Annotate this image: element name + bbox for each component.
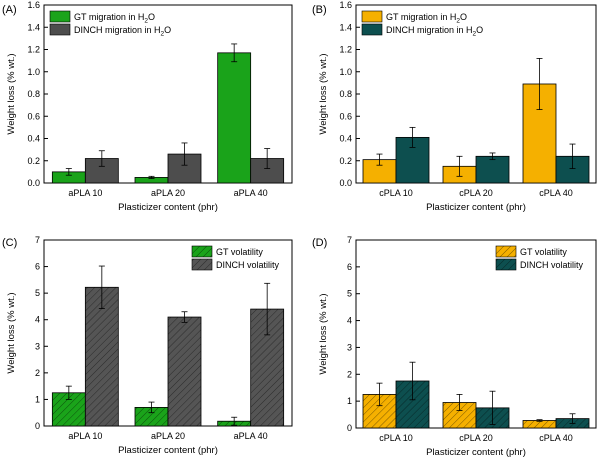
bar-dinch bbox=[167, 316, 202, 427]
panel-label: (D) bbox=[312, 237, 327, 249]
x-tick-label: cPLA 10 bbox=[379, 188, 413, 198]
y-tick-label: 7 bbox=[35, 235, 40, 245]
x-tick-label: cPLA 40 bbox=[539, 188, 573, 198]
legend: GT volatility DINCH volatility bbox=[191, 245, 280, 271]
legend-swatch bbox=[495, 245, 517, 258]
y-axis-title: Weight loss (% wt.) bbox=[6, 53, 17, 134]
y-tick-label: 1.2 bbox=[339, 45, 352, 55]
y-tick-label: 1.6 bbox=[27, 0, 40, 10]
y-tick-label: 1.0 bbox=[339, 67, 352, 77]
x-axis-title: Plasticizer content (phr) bbox=[118, 445, 218, 456]
legend-swatch bbox=[49, 10, 71, 23]
chart-panel-3: (D) 0 1 2 3 4 5 6 7 Weight loss (% wt.) cPLA 10 cPL… bbox=[312, 235, 597, 458]
y-tick-label: 0.4 bbox=[27, 134, 40, 144]
y-tick-label: 0.6 bbox=[339, 111, 352, 121]
legend-label: GT migration in H2O bbox=[386, 12, 467, 25]
x-axis-title: Plasticizer content (phr) bbox=[426, 202, 526, 213]
legend-swatch bbox=[361, 23, 383, 36]
y-tick-label: 3 bbox=[347, 342, 352, 352]
legend-label: DINCH volatility bbox=[520, 260, 584, 270]
y-tick-label: 1.0 bbox=[27, 67, 40, 77]
x-tick-label: aPLA 20 bbox=[151, 188, 185, 198]
y-tick-label: 1.2 bbox=[27, 45, 40, 55]
y-tick-label: 4 bbox=[347, 316, 352, 326]
legend-swatch bbox=[49, 23, 71, 36]
y-tick-label: 5 bbox=[347, 289, 352, 299]
x-tick-label: aPLA 20 bbox=[151, 431, 185, 441]
panel-label: (B) bbox=[312, 4, 327, 16]
bar-dinch bbox=[475, 155, 510, 184]
chart-panel-1: (B) 0.0 0.2 0.4 0.6 0.8 1.0 1.2 1.4 1.6 Weight los… bbox=[312, 0, 597, 213]
x-tick-label: cPLA 20 bbox=[459, 188, 493, 198]
y-tick-label: 0 bbox=[35, 421, 40, 431]
y-tick-label: 0.4 bbox=[339, 134, 352, 144]
y-tick-label: 6 bbox=[35, 262, 40, 272]
chart-panel-0: (A) 0.0 0.2 0.4 0.6 0.8 1.0 1.2 1.4 1.6 Weight los… bbox=[2, 0, 293, 213]
y-tick-label: 0.2 bbox=[27, 156, 40, 166]
y-axis-title: Weight loss (% wt.) bbox=[318, 53, 329, 134]
y-tick-label: 3 bbox=[35, 341, 40, 351]
legend-swatch bbox=[191, 245, 213, 258]
x-tick-label: aPLA 40 bbox=[234, 188, 268, 198]
x-tick-label: cPLA 20 bbox=[459, 433, 493, 443]
x-tick-label: aPLA 10 bbox=[68, 431, 102, 441]
legend-label: GT volatility bbox=[520, 247, 567, 257]
y-tick-label: 1 bbox=[35, 394, 40, 404]
bar-gt bbox=[217, 52, 252, 184]
y-tick-label: 1.6 bbox=[339, 0, 352, 10]
legend-label: GT migration in H2O bbox=[74, 12, 155, 25]
chart-panel-2: (C) 0 1 2 3 4 5 6 7 Weight loss (% wt.) aPLA 10 aPL… bbox=[2, 235, 293, 456]
legend-swatch bbox=[361, 10, 383, 23]
y-tick-label: 1 bbox=[347, 396, 352, 406]
y-tick-label: 2 bbox=[347, 369, 352, 379]
bar-dinch bbox=[84, 158, 119, 184]
y-tick-label: 6 bbox=[347, 262, 352, 272]
y-tick-label: 0.0 bbox=[339, 178, 352, 188]
y-tick-label: 0 bbox=[347, 423, 352, 433]
y-tick-label: 5 bbox=[35, 288, 40, 298]
y-tick-label: 2 bbox=[35, 368, 40, 378]
panel-label: (A) bbox=[2, 4, 17, 16]
x-tick-label: aPLA 10 bbox=[68, 188, 102, 198]
legend-label: DINCH migration in H2O bbox=[386, 25, 483, 38]
x-tick-label: aPLA 40 bbox=[234, 431, 268, 441]
x-axis-title: Plasticizer content (phr) bbox=[426, 447, 526, 458]
legend-label: DINCH migration in H2O bbox=[74, 25, 171, 38]
y-axis-title: Weight loss (% wt.) bbox=[318, 293, 329, 374]
y-tick-label: 0.8 bbox=[27, 89, 40, 99]
legend-label: GT volatility bbox=[216, 247, 263, 257]
x-axis-title: Plasticizer content (phr) bbox=[118, 202, 218, 213]
y-tick-label: 0.0 bbox=[27, 178, 40, 188]
y-tick-label: 7 bbox=[347, 235, 352, 245]
legend-swatch bbox=[495, 258, 517, 271]
y-tick-label: 4 bbox=[35, 315, 40, 325]
bar-dinch bbox=[250, 158, 285, 184]
y-tick-label: 0.2 bbox=[339, 156, 352, 166]
y-tick-label: 1.4 bbox=[27, 22, 40, 32]
y-tick-label: 0.8 bbox=[339, 89, 352, 99]
y-tick-label: 0.6 bbox=[27, 111, 40, 121]
legend-swatch bbox=[191, 258, 213, 271]
y-tick-label: 1.4 bbox=[339, 22, 352, 32]
panel-label: (C) bbox=[2, 237, 17, 249]
legend: GT volatility DINCH volatility bbox=[495, 245, 584, 271]
y-axis-title: Weight loss (% wt.) bbox=[6, 292, 17, 373]
legend-label: DINCH volatility bbox=[216, 260, 280, 270]
x-tick-label: cPLA 40 bbox=[539, 433, 573, 443]
x-tick-label: cPLA 10 bbox=[379, 433, 413, 443]
